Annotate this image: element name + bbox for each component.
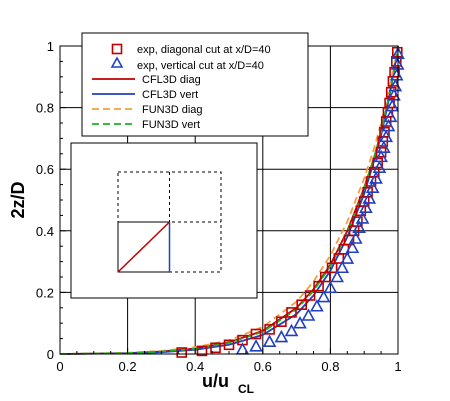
inset-diagonal-cut (117, 221, 171, 273)
y-tick-label: 0.6 (36, 162, 54, 177)
data-point-exp-vertical-cut-at-x-d-40 (381, 118, 396, 132)
legend-label-exp-diag: exp, diagonal cut at x/D=40 (137, 44, 271, 56)
data-point-exp-diagonal-cut-at-x-d-40 (196, 345, 208, 357)
data-point-exp-diagonal-cut-at-x-d-40 (223, 339, 235, 351)
data-point-exp-diagonal-cut-at-x-d-40 (391, 46, 403, 58)
data-point-exp-vertical-cut-at-x-d-40 (323, 280, 338, 294)
x-axis-title: u/u (202, 371, 229, 391)
data-point-exp-vertical-cut-at-x-d-40 (369, 171, 383, 184)
x-tick-label: 0 (56, 359, 63, 374)
inset-frame (70, 142, 258, 299)
data-point-exp-vertical-cut-at-x-d-40 (372, 160, 387, 173)
data-point-exp-diagonal-cut-at-x-d-40 (286, 307, 297, 318)
data-point-exp-vertical-cut-at-x-d-40 (355, 211, 370, 224)
y-tick-label: 0.2 (36, 285, 54, 300)
legend: exp, diagonal cut at x/D=40 exp, vertica… (81, 32, 309, 137)
data-point-exp-diagonal-cut-at-x-d-40 (276, 316, 287, 328)
data-point-exp-vertical-cut-at-x-d-40 (365, 180, 380, 193)
data-point-exp-diagonal-cut-at-x-d-40 (313, 280, 324, 292)
data-point-exp-vertical-cut-at-x-d-40 (345, 240, 360, 254)
data-point-exp-vertical-cut-at-x-d-40 (340, 251, 355, 264)
data-point-exp-diagonal-cut-at-x-d-40 (250, 328, 262, 340)
legend-marker-square (111, 43, 123, 55)
inset-schematic (70, 142, 258, 299)
x-tick-label: 0.6 (254, 359, 272, 374)
data-point-exp-vertical-cut-at-x-d-40 (348, 231, 363, 244)
data-point-exp-diagonal-cut-at-x-d-40 (296, 299, 308, 311)
y-tick-label: 0.4 (36, 224, 54, 239)
data-point-exp-vertical-cut-at-x-d-40 (316, 289, 331, 303)
data-point-exp-vertical-cut-at-x-d-40 (330, 269, 345, 283)
legend-frame (81, 32, 309, 137)
legend-label-fun3d-diag: FUN3D diag (142, 104, 203, 116)
data-point-exp-vertical-cut-at-x-d-40 (359, 200, 373, 213)
data-point-exp-vertical-cut-at-x-d-40 (385, 98, 400, 112)
x-axis-title-subscript: CL (238, 382, 254, 396)
legend-label-fun3d-vert: FUN3D vert (142, 119, 200, 131)
series-markers (176, 46, 405, 358)
data-point-exp-vertical-cut-at-x-d-40 (274, 329, 289, 343)
legend-label-cfl3d-vert: CFL3D vert (142, 89, 198, 101)
data-point-exp-vertical-cut-at-x-d-40 (249, 339, 263, 352)
data-point-exp-diagonal-cut-at-x-d-40 (176, 347, 187, 358)
legend-marker-triangle (110, 56, 124, 68)
data-point-exp-vertical-cut-at-x-d-40 (383, 109, 398, 123)
data-point-exp-vertical-cut-at-x-d-40 (387, 88, 401, 101)
data-point-exp-diagonal-cut-at-x-d-40 (389, 66, 400, 78)
y-tick-label: 0 (47, 347, 54, 362)
data-point-exp-vertical-cut-at-x-d-40 (352, 220, 366, 234)
data-point-exp-vertical-cut-at-x-d-40 (284, 323, 299, 337)
y-tick-label: 1 (47, 39, 54, 54)
data-point-exp-diagonal-cut-at-x-d-40 (319, 271, 331, 283)
legend-label-exp-vert: exp, vertical cut at x/D=40 (137, 60, 264, 72)
data-point-exp-vertical-cut-at-x-d-40 (335, 260, 350, 274)
ticks (59, 45, 399, 355)
data-point-exp-vertical-cut-at-x-d-40 (293, 316, 307, 329)
data-point-exp-vertical-cut-at-x-d-40 (376, 140, 391, 153)
x-tick-label: 0.8 (321, 359, 339, 374)
tick-labels: 0 0.2 0.4 0.6 0.8 1 0 0.2 0.4 0.6 0.8 1 (36, 39, 402, 374)
y-tick-label: 0.8 (36, 101, 54, 116)
data-point-exp-vertical-cut-at-x-d-40 (301, 308, 316, 321)
data-point-exp-diagonal-cut-at-x-d-40 (264, 324, 275, 335)
x-tick-label: 0.4 (186, 359, 204, 374)
data-point-exp-diagonal-cut-at-x-d-40 (326, 262, 338, 274)
data-point-exp-vertical-cut-at-x-d-40 (262, 334, 277, 347)
data-point-exp-vertical-cut-at-x-d-40 (389, 68, 404, 81)
x-tick-label: 0.2 (119, 359, 137, 374)
data-point-exp-diagonal-cut-at-x-d-40 (304, 290, 316, 301)
data-point-exp-vertical-cut-at-x-d-40 (374, 149, 388, 163)
y-axis-title: 2z/D (8, 181, 28, 218)
data-point-exp-vertical-cut-at-x-d-40 (310, 299, 324, 312)
data-point-exp-vertical-cut-at-x-d-40 (379, 129, 394, 143)
x-tick-label: 1 (394, 359, 401, 374)
data-point-exp-diagonal-cut-at-x-d-40 (210, 342, 221, 354)
series-line-fun3d-vert (59, 45, 399, 355)
legend-label-cfl3d-diag: CFL3D diag (142, 74, 201, 86)
data-point-exp-vertical-cut-at-x-d-40 (362, 191, 377, 204)
